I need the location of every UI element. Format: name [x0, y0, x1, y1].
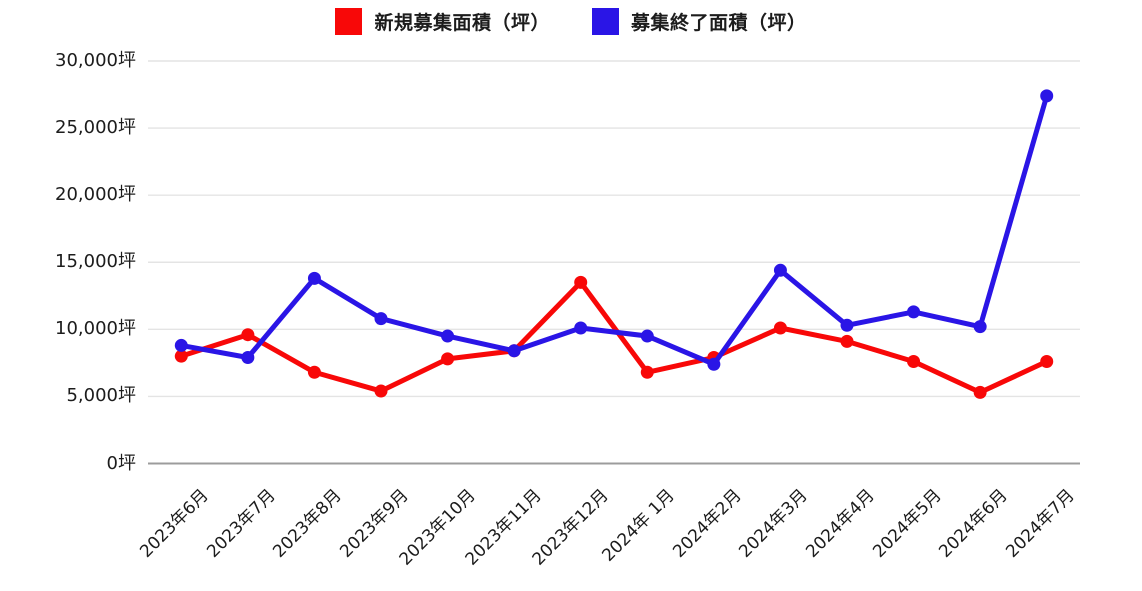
legend-label-new-offer: 新規募集面積（坪）	[374, 12, 550, 34]
data-point	[507, 344, 521, 358]
data-point	[441, 329, 455, 343]
data-point	[973, 385, 987, 399]
data-point	[773, 321, 787, 335]
data-point	[374, 312, 388, 326]
data-point	[441, 352, 455, 366]
data-point	[241, 351, 255, 365]
data-point	[773, 263, 787, 277]
series-line-offer-ended	[178, 93, 1050, 367]
y-tick-label: 30,000坪	[55, 50, 136, 71]
y-tick-label: 5,000坪	[66, 385, 136, 407]
y-tick-label: 15,000坪	[55, 251, 136, 273]
legend-item-new-offer: 新規募集面積（坪）	[335, 8, 550, 35]
data-point	[307, 271, 321, 285]
data-point	[1040, 355, 1054, 369]
legend-label-offer-ended: 募集終了面積（坪）	[631, 12, 807, 34]
legend-swatch-blue-icon	[592, 8, 619, 35]
y-tick-label: 10,000坪	[55, 318, 136, 340]
data-point	[574, 275, 588, 289]
y-tick-label: 20,000坪	[55, 184, 136, 206]
data-point	[907, 305, 921, 319]
data-point	[241, 328, 255, 342]
data-point	[707, 357, 721, 371]
data-point	[840, 318, 854, 332]
data-point	[574, 321, 588, 335]
data-point	[640, 365, 654, 379]
series-line-new-offer	[178, 279, 1050, 395]
legend-swatch-red-icon	[335, 8, 363, 35]
data-point	[374, 384, 388, 398]
data-point	[174, 338, 188, 352]
data-point	[973, 320, 987, 334]
legend-item-offer-ended: 募集終了面積（坪）	[592, 8, 807, 35]
data-point	[840, 334, 854, 348]
data-point	[307, 365, 321, 379]
data-point	[640, 329, 654, 343]
chart-legend: 新規募集面積（坪） 募集終了面積（坪）	[0, 8, 1142, 35]
y-tick-label: 0坪	[106, 452, 136, 474]
data-point	[907, 355, 921, 369]
data-point	[1040, 89, 1054, 103]
y-tick-label: 25,000坪	[55, 117, 136, 139]
data-point	[174, 349, 188, 363]
